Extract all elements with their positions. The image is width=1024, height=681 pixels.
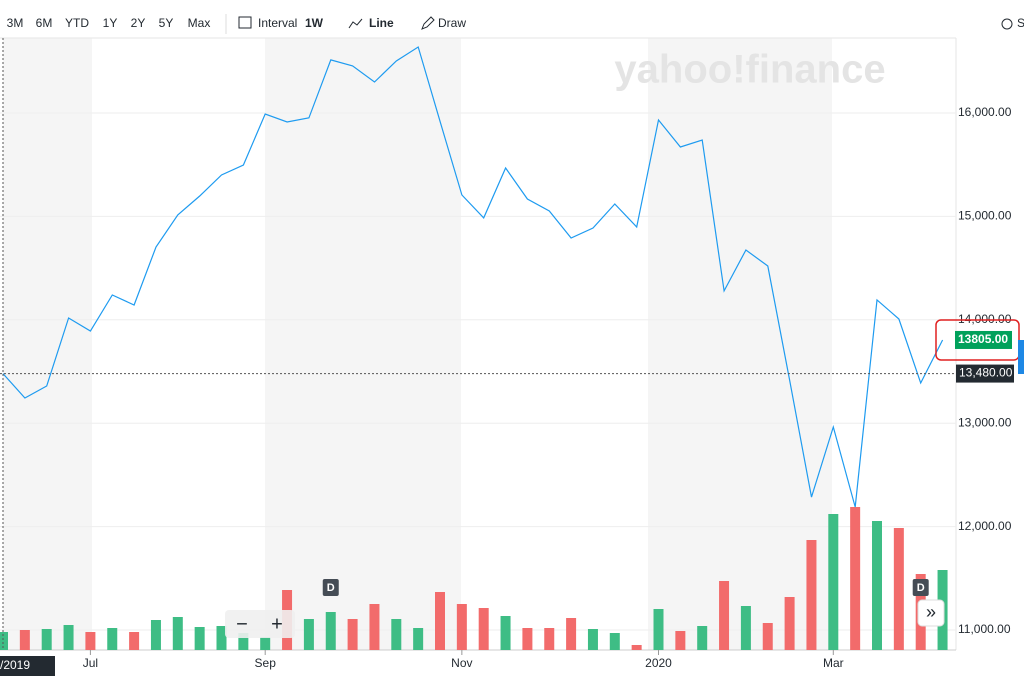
y-tick-label: 11,000.00 xyxy=(958,622,1011,636)
y-tick-label: 14,000.00 xyxy=(958,312,1012,326)
range-button[interactable]: YTD xyxy=(65,16,89,30)
range-button[interactable]: Max xyxy=(188,16,211,30)
volume-bar xyxy=(806,540,817,650)
scroll-icon[interactable]: » xyxy=(926,602,936,622)
volume-bar xyxy=(347,619,358,650)
event-label: D xyxy=(917,582,925,594)
x-tick-label: Jul xyxy=(83,656,98,670)
side-tab[interactable] xyxy=(1018,340,1024,374)
draw-icon xyxy=(421,16,435,30)
month-band xyxy=(3,38,92,650)
volume-bar xyxy=(719,581,730,650)
volume-bar xyxy=(456,604,467,650)
scroll-button[interactable] xyxy=(917,599,945,627)
x-tick-label: 2020 xyxy=(645,656,672,670)
y-tick-label: 16,000.00 xyxy=(958,105,1012,119)
highlight-box xyxy=(935,319,1020,361)
volume-bar xyxy=(260,637,271,650)
range-button[interactable]: 6M xyxy=(36,16,53,30)
event-marker xyxy=(322,579,339,596)
draw-button[interactable]: Draw xyxy=(438,16,466,30)
volume-bar xyxy=(631,645,642,650)
volume-bar xyxy=(609,633,620,650)
x-tick-label: /2019 xyxy=(0,658,30,672)
y-tick-label: 12,000.00 xyxy=(958,519,1012,533)
x-tick-label: Nov xyxy=(451,656,472,670)
interval-label[interactable]: Interval xyxy=(258,16,297,30)
range-button[interactable]: 3M xyxy=(7,16,24,30)
line-icon xyxy=(348,18,363,29)
volume-bar xyxy=(85,632,96,650)
y-tick-label: 15,000.00 xyxy=(958,209,1012,223)
volume-bar xyxy=(740,606,751,650)
last-price-badge xyxy=(955,330,1012,349)
interval-value[interactable]: 1W xyxy=(305,16,324,30)
zoom-controls xyxy=(225,610,295,638)
volume-bar xyxy=(0,632,8,650)
zoom-out[interactable]: − xyxy=(236,613,248,635)
month-band xyxy=(265,38,461,650)
x-tick-label: Sep xyxy=(255,656,277,670)
volume-bar xyxy=(653,609,664,650)
watermark: yahoo!finance xyxy=(614,48,885,92)
volume-bar xyxy=(325,612,336,650)
volume-bar xyxy=(762,623,773,650)
volume-bar xyxy=(107,628,118,650)
zoom-in[interactable]: + xyxy=(271,613,283,635)
interval-icon xyxy=(238,16,252,29)
volume-bar xyxy=(872,521,882,650)
crosshair-label: 13,480.00 xyxy=(959,366,1013,380)
volume-bar xyxy=(697,626,708,650)
volume-bar xyxy=(63,625,74,650)
range-button[interactable]: 2Y xyxy=(131,16,146,30)
event-label: D xyxy=(327,582,335,594)
volume-bar xyxy=(566,618,577,650)
crosshair-badge xyxy=(956,364,1014,383)
volume-bar xyxy=(369,604,380,650)
volume-bar xyxy=(150,620,161,650)
x-tick-label: Mar xyxy=(823,656,844,670)
volume-bar xyxy=(850,507,861,650)
volume-bar xyxy=(784,597,795,650)
volume-bar xyxy=(478,608,489,650)
volume-bar xyxy=(675,631,686,650)
y-tick-label: 13,000.00 xyxy=(958,415,1012,429)
volume-bar xyxy=(587,629,598,650)
range-button[interactable]: 5Y xyxy=(159,16,174,30)
chart-style[interactable]: Line xyxy=(369,16,394,30)
volume-bar xyxy=(303,619,314,650)
volume-bar xyxy=(216,626,227,650)
volume-bar xyxy=(828,514,839,650)
volume-bar xyxy=(41,629,52,650)
volume-bar xyxy=(391,619,402,650)
volume-bar xyxy=(413,628,424,650)
volume-bar xyxy=(522,628,533,650)
price-line xyxy=(2,46,944,508)
volume-bar xyxy=(544,628,555,650)
volume-bar xyxy=(172,617,183,650)
volume-bar xyxy=(238,633,249,650)
volume-bar xyxy=(19,630,30,650)
month-band xyxy=(648,38,832,650)
settings-icon[interactable] xyxy=(1001,18,1013,30)
volume-bar xyxy=(194,627,205,650)
volume-bar xyxy=(893,528,904,650)
settings-button[interactable]: S xyxy=(1017,16,1024,30)
volume-bar xyxy=(129,632,140,650)
date-badge xyxy=(0,656,55,676)
event-marker xyxy=(912,579,929,596)
last-price-label: 13805.00 xyxy=(958,332,1008,346)
volume-bar xyxy=(435,592,445,650)
range-button[interactable]: 1Y xyxy=(103,16,118,30)
volume-bar xyxy=(500,616,511,650)
